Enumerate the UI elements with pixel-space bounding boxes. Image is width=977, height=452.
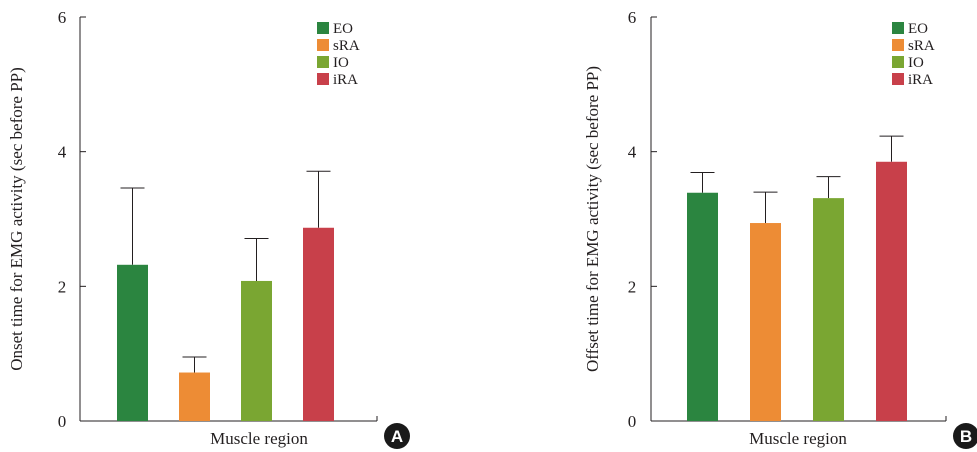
- legend-label-io: IO: [908, 55, 924, 71]
- legend-label-ira: iRA: [908, 72, 933, 88]
- y-tick-label: 4: [628, 143, 637, 162]
- bar-sra: [750, 223, 781, 421]
- panel-badge-label: B: [960, 427, 972, 446]
- panel-badge: [384, 423, 410, 449]
- bar-io: [241, 280, 272, 421]
- legend-swatch-eo: [892, 22, 904, 34]
- bar-ira: [876, 161, 907, 421]
- y-tick-label: 2: [628, 277, 637, 296]
- bar-io: [813, 198, 844, 421]
- x-axis-label: Muscle region: [749, 429, 847, 448]
- y-tick-label: 0: [58, 412, 67, 431]
- legend-label-sra: sRA: [333, 38, 360, 54]
- bar-eo: [687, 192, 718, 421]
- y-tick-label: 6: [58, 8, 67, 27]
- x-axis-label: Muscle region: [210, 429, 308, 448]
- legend-label-eo: EO: [333, 21, 353, 37]
- legend-swatch-ira: [317, 73, 329, 85]
- y-tick-label: 2: [58, 277, 67, 296]
- y-tick-label: 6: [628, 8, 637, 27]
- legend-label-eo: EO: [908, 21, 928, 37]
- panel-badge: [953, 423, 977, 449]
- legend-swatch-eo: [317, 22, 329, 34]
- legend-label-ira: iRA: [333, 72, 358, 88]
- bar-ira: [303, 227, 334, 421]
- legend-swatch-sra: [892, 39, 904, 51]
- legend-label-io: IO: [333, 55, 349, 71]
- legend-swatch-io: [317, 56, 329, 68]
- legend-swatch-sra: [317, 39, 329, 51]
- legend-swatch-io: [892, 56, 904, 68]
- legend-label-sra: sRA: [908, 38, 935, 54]
- bar-sra: [179, 372, 210, 421]
- bar-eo: [117, 264, 148, 421]
- panel-badge-label: A: [391, 427, 403, 446]
- y-axis-label: Onset time for EMG activity (sec before …: [7, 67, 26, 371]
- y-axis-label: Offset time for EMG activity (sec before…: [583, 66, 602, 372]
- y-tick-label: 4: [58, 143, 67, 162]
- legend-swatch-ira: [892, 73, 904, 85]
- panel-a: 0 2 4 6 Onset time for EMG activity (sec bef…: [7, 8, 410, 449]
- panel-b: 0 2 4 6 Offset time for EMG activity (sec be…: [583, 8, 977, 449]
- y-tick-label: 0: [628, 412, 637, 431]
